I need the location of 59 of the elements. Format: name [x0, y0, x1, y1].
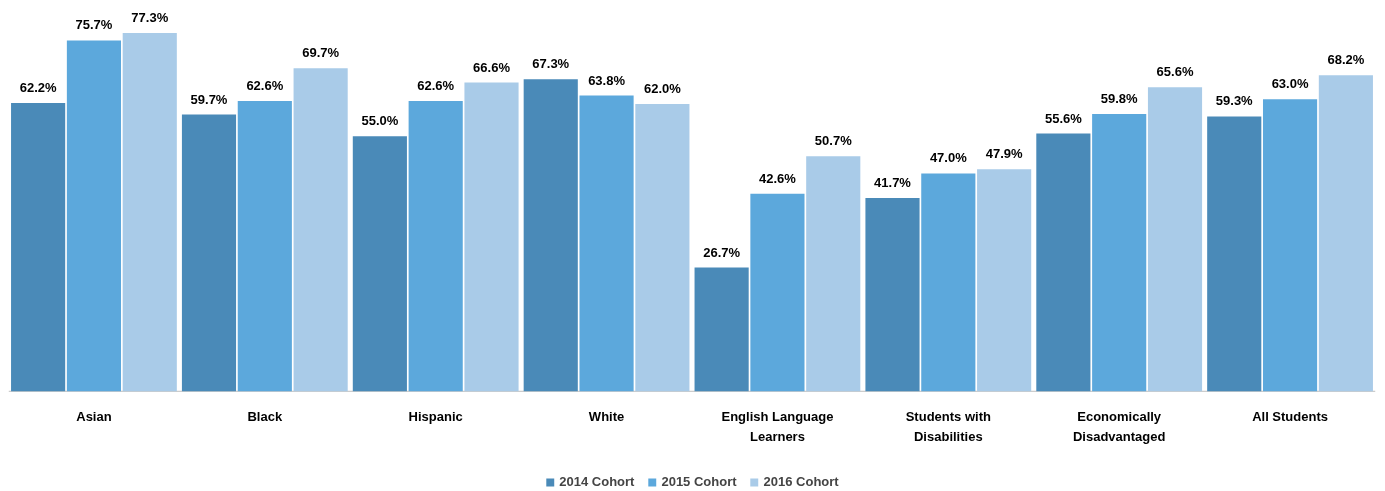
bar [352, 136, 407, 392]
bar [1092, 114, 1147, 392]
data-label: 66.6% [473, 59, 511, 75]
data-label: 67.3% [532, 56, 570, 72]
data-label: 65.6% [1156, 64, 1194, 80]
bar [523, 79, 578, 392]
bar [66, 40, 122, 392]
bar [806, 156, 861, 392]
data-label: 59.7% [190, 91, 228, 107]
data-label: 55.6% [1044, 110, 1083, 126]
data-label: 68.2% [1327, 52, 1365, 68]
x-tick-label: Asian [76, 409, 112, 425]
data-label: 63.0% [1271, 76, 1309, 92]
data-label: 50.7% [814, 133, 853, 149]
bar [635, 103, 690, 392]
data-label: 55.0% [361, 113, 399, 129]
bar [977, 169, 1032, 392]
bar [865, 197, 920, 392]
data-label: 62.6% [246, 78, 284, 94]
data-label: 62.0% [643, 80, 682, 96]
x-tick-label: Black [247, 409, 283, 425]
bar [122, 32, 177, 392]
x-tick-label: Hispanic [408, 409, 463, 425]
data-label: 47.9% [985, 146, 1023, 162]
data-label: 41.7% [874, 174, 912, 190]
legend-label: 2014 Cohort [559, 474, 635, 489]
x-tick-label: Students with Disabilities [905, 409, 991, 444]
legend-label: 2015 Cohort [661, 474, 737, 489]
bar [1147, 87, 1203, 392]
bar [464, 82, 519, 392]
bar [11, 102, 66, 392]
bar [237, 101, 292, 392]
bar [1207, 116, 1262, 392]
bar [750, 193, 805, 392]
data-label: 59.8% [1100, 91, 1139, 107]
x-tick-label: White [588, 409, 625, 425]
x-tick-label: Economically Disadvantaged [1072, 409, 1166, 444]
bar [579, 95, 634, 392]
bar [181, 114, 237, 392]
data-label: 63.8% [588, 72, 626, 88]
data-label: 42.6% [759, 170, 797, 186]
x-tick-label: English Language Learners [721, 409, 834, 444]
data-label: 77.3% [131, 9, 169, 25]
data-label: 62.6% [417, 78, 455, 94]
legend-label: 2016 Cohort [763, 474, 839, 489]
data-label: 59.3% [1215, 93, 1254, 109]
bar [694, 267, 749, 392]
data-label: 62.2% [19, 79, 57, 95]
bar [293, 68, 348, 392]
data-label: 26.7% [703, 244, 741, 260]
bar [1036, 133, 1091, 392]
bar [408, 101, 463, 392]
data-label: 75.7% [75, 17, 113, 33]
data-label: 47.0% [929, 150, 968, 166]
bar [1318, 75, 1373, 392]
bar [921, 173, 976, 392]
data-label: 69.7% [302, 45, 340, 61]
x-tick-label: All Students [1252, 409, 1328, 425]
bar [1262, 99, 1318, 392]
